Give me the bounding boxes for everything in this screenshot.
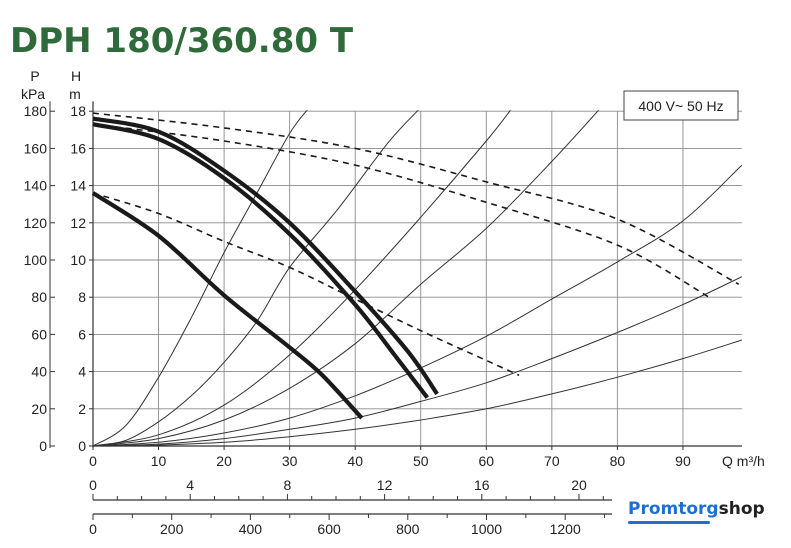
secondary-axis-1-label: 8 [284,477,292,493]
x-tick-label: 0 [89,453,97,469]
head-tick-label: 18 [70,103,86,119]
secondary-axis-2-label: 800 [396,521,420,537]
pressure-tick-label: 40 [31,364,47,380]
x-tick-label: 10 [151,453,167,469]
pump-curve-solid [91,191,364,420]
head-axis-title-bottom: m [69,86,81,102]
head-tick-label: 4 [78,364,86,380]
system-curve [93,110,600,447]
pump-curve-dashed [92,192,520,377]
x-tick-label: 90 [675,453,691,469]
system-curve [93,339,742,447]
annotation-box [623,90,739,121]
pressure-tick-label: 0 [39,438,47,454]
head-tick-label: 10 [70,252,86,268]
x-tick-labels: 0 10 20 30 40 50 60 70 80 90 [89,446,691,469]
head-tick-label: 6 [78,326,86,342]
pressure-tick-label: 100 [24,252,48,268]
pump-curve-solid [92,122,429,399]
secondary-axis-2-label: 1000 [471,521,502,537]
pump-curve-dashed [92,112,740,285]
head-tick-label: 8 [78,289,86,305]
annotation-label: 400 V~ 50 Hz [638,98,723,114]
chart-title: DPH 180/360.80 T [10,21,354,61]
pressure-axis-title-bottom: kPa [21,86,45,102]
secondary-axis-2-label: 600 [317,521,341,537]
x-tick-label: 40 [347,453,363,469]
x-tick-label: 30 [282,453,298,469]
pressure-tick-label: 20 [31,401,47,417]
head-tick-label: 2 [78,401,86,417]
pressure-tick-label: 120 [24,215,48,231]
x-axis-title: Q m³/h [722,453,765,469]
secondary-axis-1-label: 20 [571,477,587,493]
system-curve [93,110,512,447]
pressure-tick-label: 60 [31,326,47,342]
head-tick-label: 12 [70,215,86,231]
pressure-tick-labels: 0 20 40 60 80 100 120 140 160 180 [24,103,55,454]
x-tick-label: 60 [479,453,495,469]
secondary-axis-1-label: 4 [186,477,194,493]
system-curves [93,110,742,447]
x-tick-label: 50 [413,453,429,469]
watermark-logo: Promtorgshop [628,499,765,524]
secondary-axis-2-label: 400 [239,521,263,537]
watermark-part2: shop [718,499,765,519]
head-tick-label: 16 [70,140,86,156]
head-tick-labels: 0 2 4 6 8 10 12 14 16 18 [70,103,93,454]
pump-curve-dashed [92,123,710,298]
secondary-axis-1: 0 4 8 12 16 20 [89,477,612,501]
pressure-tick-label: 80 [31,289,47,305]
secondary-axis-2-label: 0 [89,521,97,537]
head-tick-label: 0 [78,438,86,454]
pressure-tick-label: 140 [24,178,48,194]
pressure-tick-label: 160 [24,140,48,156]
head-axis-title-top: H [71,68,81,84]
system-curve [93,276,742,447]
grid [49,101,742,448]
x-tick-label: 80 [610,453,626,469]
watermark-part1: Promtorg [628,499,719,519]
x-tick-label: 20 [216,453,232,469]
watermark-underline [628,521,710,524]
pressure-tick-label: 180 [24,103,48,119]
secondary-axis-2-label: 1200 [550,521,581,537]
secondary-axis-1-label: 12 [377,477,393,493]
system-curve [93,164,742,447]
secondary-axis-2-label: 200 [160,521,184,537]
pressure-axis-title-top: P [30,68,39,84]
secondary-axis-1-label: 16 [474,477,490,493]
x-tick-label: 70 [544,453,560,469]
secondary-axis-1-label: 0 [89,477,97,493]
secondary-axis-2: 0 200 400 600 800 1000 1200 [89,513,612,537]
head-tick-label: 14 [70,178,86,194]
pump-curves [91,112,740,420]
system-curve [93,110,419,447]
